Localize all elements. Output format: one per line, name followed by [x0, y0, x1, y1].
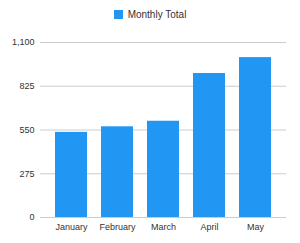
svg-text:0: 0 — [29, 212, 34, 222]
svg-text:550: 550 — [19, 125, 34, 135]
svg-text:March: March — [151, 222, 176, 232]
svg-text:April: April — [200, 222, 218, 232]
svg-text:1,100: 1,100 — [12, 37, 35, 47]
svg-text:825: 825 — [19, 81, 34, 91]
html-text:Monthly Total: Monthly Total — [127, 8, 187, 20]
svg-text:February: February — [99, 222, 136, 232]
svg-text:January: January — [55, 222, 88, 232]
svg-text:275: 275 — [19, 169, 34, 179]
svg-text:May: May — [247, 222, 265, 232]
